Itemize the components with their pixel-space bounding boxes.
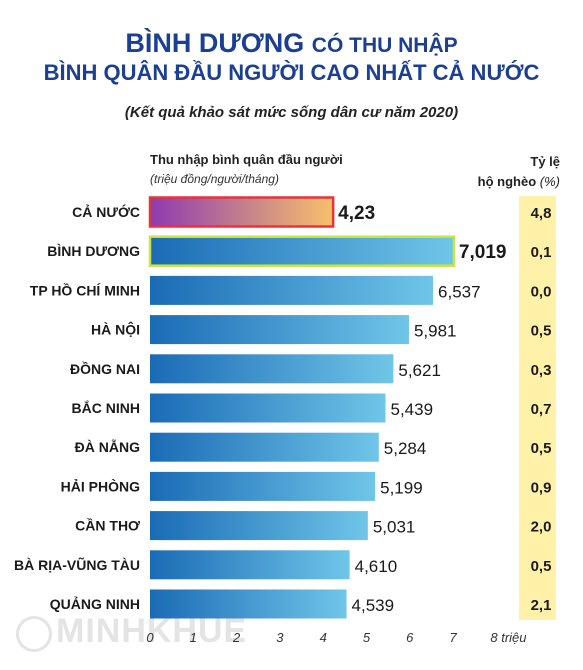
poverty-rate: 0,5 [531, 558, 552, 575]
poverty-rate: 4,8 [531, 205, 552, 222]
category-label: CẢ NƯỚC [72, 203, 140, 220]
poverty-header-unit: (%) [539, 174, 560, 189]
bar-3 [150, 315, 409, 345]
poverty-header: Tỷ lệ hộ nghèo (%) [478, 152, 560, 192]
x-tick-label: 4 [320, 630, 327, 645]
bar-0 [148, 196, 335, 228]
poverty-rate: 0,7 [531, 401, 552, 418]
poverty-column-bg [519, 196, 556, 620]
value-label: 5,621 [398, 361, 441, 380]
bar-7 [150, 471, 376, 501]
poverty-rate: 2,1 [531, 597, 552, 614]
x-tick-label: 2 [232, 630, 241, 645]
bar-9 [150, 550, 350, 580]
category-label: HÀ NỘI [91, 321, 140, 338]
poverty-rate: 0,1 [531, 244, 552, 261]
value-label: 5,439 [391, 400, 434, 419]
x-tick-label: 1 [190, 630, 197, 645]
x-tick-label: 0 [146, 630, 154, 645]
category-label: ĐÀ NẴNG [75, 439, 140, 455]
title-highlight: BÌNH DƯƠNG [125, 28, 305, 58]
value-label: 5,284 [384, 439, 427, 458]
poverty-header-line2: hộ nghèo [477, 174, 537, 189]
bar-4 [150, 354, 394, 384]
poverty-rate: 0,5 [531, 440, 552, 457]
x-tick-label: 8 triệu [490, 630, 526, 645]
value-label: 4,610 [355, 557, 398, 576]
x-tick-label: 7 [449, 630, 457, 645]
value-label: 4,539 [352, 596, 395, 615]
category-label: CẦN THƠ [75, 518, 140, 534]
category-label: BÌNH DƯƠNG [47, 243, 140, 259]
income-header: Thu nhập bình quân đầu người [150, 152, 343, 167]
category-label: BẮC NINH [72, 399, 140, 416]
poverty-header-line1: Tỷ lệ [530, 154, 560, 169]
bar-2 [150, 275, 434, 305]
value-label: 7,019 [459, 242, 507, 263]
value-label: 5,981 [414, 322, 457, 341]
bar-1 [148, 235, 456, 267]
x-tick-label: 3 [276, 630, 284, 645]
poverty-rate: 0,5 [531, 323, 552, 340]
category-label: ĐỒNG NAI [70, 360, 140, 377]
chart-subtitle: (Kết quả khảo sát mức sống dân cư năm 20… [124, 104, 459, 121]
value-label: 5,031 [373, 518, 416, 537]
x-tick-label: 6 [406, 630, 414, 645]
watermark-logo-icon [16, 616, 52, 652]
value-label: 4,23 [338, 203, 375, 224]
x-tick-label: 5 [363, 630, 371, 645]
chart-title-line2: BÌNH QUÂN ĐẦU NGƯỜI CAO NHẤT CẢ NƯỚC [43, 60, 540, 85]
poverty-rate: 0,0 [531, 283, 552, 300]
category-label: HẢI PHÒNG [61, 477, 140, 494]
income-unit: (triệu đồng/người/tháng) [150, 172, 279, 186]
title-rest: CÓ THU NHẬP [311, 34, 458, 57]
chart-title-line1: BÌNH DƯƠNG CÓ THU NHẬP [0, 28, 583, 59]
value-label: 5,199 [380, 478, 423, 497]
category-label: QUẢNG NINH [50, 596, 140, 612]
bar-5 [150, 393, 386, 423]
poverty-rate: 0,9 [531, 479, 552, 496]
value-label: 6,537 [438, 282, 481, 301]
poverty-rate: 2,0 [531, 519, 552, 536]
bar-10 [150, 589, 347, 619]
poverty-rate: 0,3 [531, 362, 552, 379]
bar-8 [150, 511, 368, 541]
category-label: BÀ RỊA-VŨNG TÀU [14, 556, 140, 573]
category-label: TP HỒ CHÍ MINH [30, 281, 140, 298]
bar-6 [150, 432, 379, 462]
